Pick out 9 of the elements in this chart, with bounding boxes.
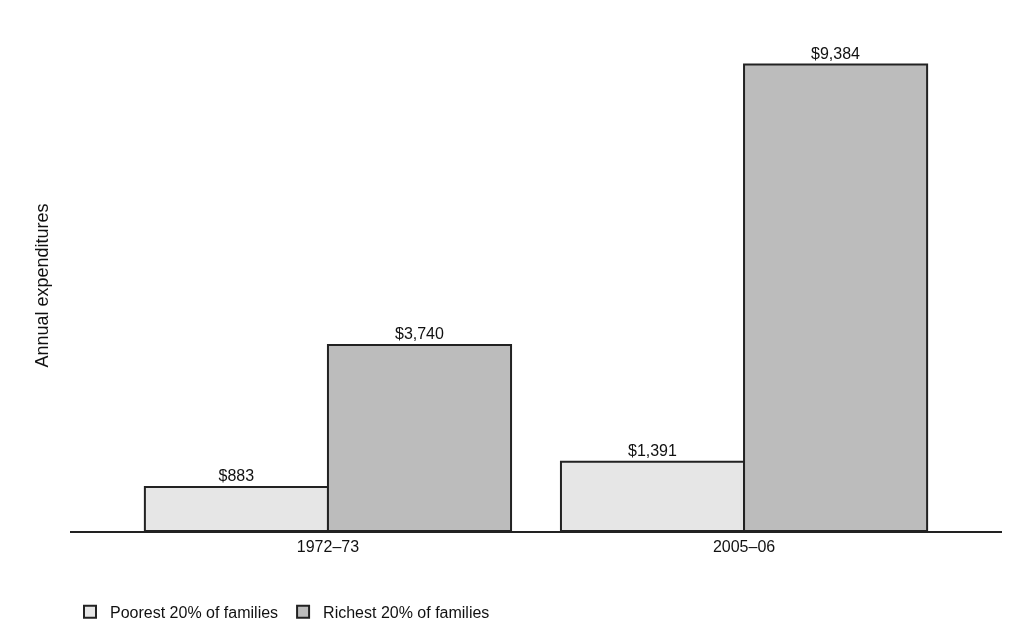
data-label: $3,740 xyxy=(394,325,445,343)
data-label: $883 xyxy=(218,467,255,485)
y-axis-title: Annual expenditures xyxy=(32,203,53,368)
x-tick-label: 1972–73 xyxy=(296,538,360,556)
data-label: $9,384 xyxy=(811,44,861,62)
data-label: $1,391 xyxy=(627,441,678,459)
x-tick-label: 2005–06 xyxy=(712,538,776,556)
legend-label: Poorest 20% of families xyxy=(110,603,279,621)
legend-label: Richest 20% of families xyxy=(323,603,490,621)
